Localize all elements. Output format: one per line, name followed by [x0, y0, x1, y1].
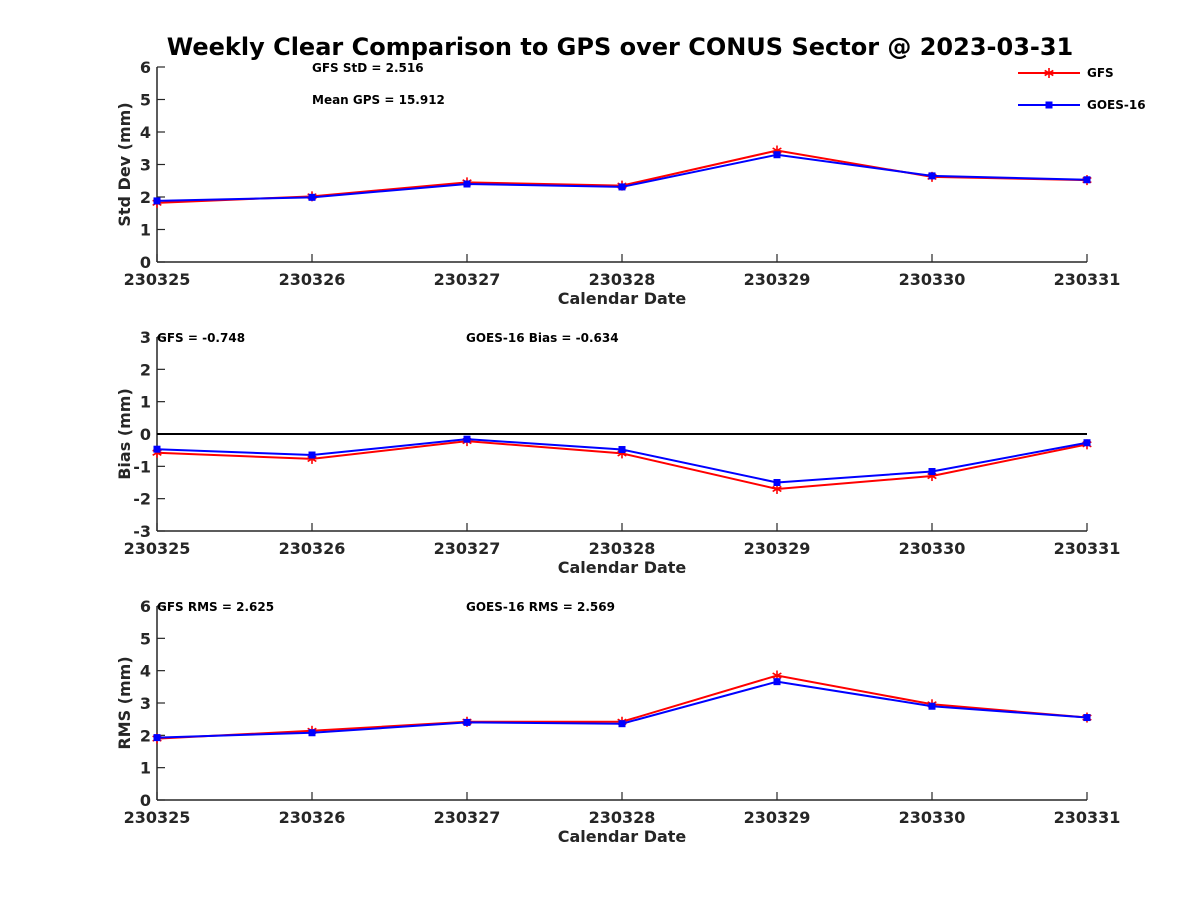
y-tick-label: -2	[133, 490, 151, 509]
legend-marker	[1045, 101, 1053, 109]
x-tick-label: 230326	[279, 539, 346, 558]
x-axis-label: Calendar Date	[558, 558, 687, 577]
data-point-goes-16	[153, 197, 161, 205]
y-tick-label: 3	[140, 156, 151, 175]
y-tick-label: 3	[140, 694, 151, 713]
x-tick-label: 230331	[1054, 270, 1121, 289]
y-tick-label: 0	[140, 425, 151, 444]
y-tick-label: 2	[140, 360, 151, 379]
data-point-goes-16	[773, 151, 781, 159]
data-point-goes-16	[618, 446, 626, 454]
x-tick-label: 230328	[589, 270, 656, 289]
y-tick-label: 1	[140, 759, 151, 778]
x-tick-label: 230329	[744, 808, 811, 827]
data-point-goes-16	[928, 702, 936, 710]
data-point-goes-16	[618, 183, 626, 191]
y-tick-label: 1	[140, 221, 151, 240]
stat-annotation: GFS = -0.748	[157, 331, 245, 345]
data-point-goes-16	[1083, 176, 1091, 184]
y-axis-label: RMS (mm)	[115, 656, 134, 749]
x-tick-label: 230331	[1054, 808, 1121, 827]
x-tick-label: 230327	[434, 808, 501, 827]
x-tick-label: 230326	[279, 270, 346, 289]
data-point-goes-16	[153, 445, 161, 453]
data-point-goes-16	[1083, 439, 1091, 447]
x-tick-label: 230329	[744, 270, 811, 289]
panel-1: 0 1 2 3 4 5 6 230325 230326 230327 230328 230329 230…	[115, 58, 1120, 308]
y-tick-label: 0	[140, 253, 151, 272]
x-tick-label: 230327	[434, 539, 501, 558]
asterisk-stroke	[772, 672, 782, 679]
x-tick-label: 230330	[899, 270, 966, 289]
x-tick-label: 230325	[124, 808, 191, 827]
y-axis-label: Bias (mm)	[115, 388, 134, 480]
y-tick-label: 0	[140, 791, 151, 810]
y-tick-label: 6	[140, 597, 151, 616]
data-point-goes-16	[153, 734, 161, 742]
data-point-goes-16	[618, 720, 626, 728]
stat-annotation: GOES-16 RMS = 2.569	[466, 600, 615, 614]
data-point-goes-16	[308, 451, 316, 459]
x-tick-label: 230325	[124, 539, 191, 558]
y-tick-label: -1	[133, 457, 151, 476]
legend-marker	[1044, 69, 1054, 77]
x-tick-label: 230330	[899, 539, 966, 558]
y-tick-label: 5	[140, 91, 151, 110]
y-tick-label: -3	[133, 522, 151, 541]
data-point-goes-16	[308, 729, 316, 737]
data-point-goes-16	[1083, 714, 1091, 722]
stat-annotation: Mean GPS = 15.912	[312, 93, 445, 107]
series-line-goes-16	[156, 680, 1088, 739]
asterisk-stroke	[772, 485, 782, 493]
y-tick-label: 4	[140, 123, 151, 142]
data-point-goes-16	[773, 479, 781, 486]
panel-2: -3 -2 -1 0 1 2 3 230325 230326 230327 230328 230329…	[115, 328, 1120, 577]
y-axis-label: Std Dev (mm)	[115, 102, 134, 226]
chart-legend: GFS GOES-16	[1018, 66, 1146, 112]
chart-title: Weekly Clear Comparison to GPS over CONU…	[167, 33, 1074, 61]
y-tick-label: 2	[140, 726, 151, 745]
data-point-goes-16	[463, 180, 471, 188]
x-tick-label: 230330	[899, 808, 966, 827]
legend-label: GFS	[1087, 66, 1114, 80]
data-point-goes-16	[463, 718, 471, 726]
y-tick-label: 6	[140, 58, 151, 77]
x-tick-label: 230328	[589, 539, 656, 558]
data-point-goes-16	[773, 678, 781, 686]
y-tick-label: 3	[140, 328, 151, 347]
x-tick-label: 230329	[744, 539, 811, 558]
x-tick-label: 230327	[434, 270, 501, 289]
data-point-goes-16	[928, 468, 936, 476]
x-axis-label: Calendar Date	[558, 827, 687, 846]
stat-annotation: GOES-16 Bias = -0.634	[466, 331, 619, 345]
stat-annotation: GFS StD = 2.516	[312, 61, 424, 75]
x-tick-label: 230325	[124, 270, 191, 289]
data-point-goes-16	[308, 193, 316, 201]
x-axis-label: Calendar Date	[558, 289, 687, 308]
y-tick-label: 5	[140, 629, 151, 648]
legend-label: GOES-16	[1087, 98, 1146, 112]
y-tick-label: 4	[140, 662, 151, 681]
legend-item-goes-16: GOES-16	[1018, 98, 1146, 112]
panel-3: 0 1 2 3 4 5 6 230325 230326 230327 230328 230329 230…	[115, 597, 1120, 846]
x-tick-label: 230326	[279, 808, 346, 827]
legend-item-gfs: GFS	[1018, 66, 1114, 80]
y-tick-label: 1	[140, 393, 151, 412]
x-tick-label: 230328	[589, 808, 656, 827]
stat-annotation: GFS RMS = 2.625	[157, 600, 274, 614]
series-line-goes-16	[156, 438, 1088, 484]
x-tick-label: 230331	[1054, 539, 1121, 558]
data-point-goes-16	[928, 172, 936, 180]
data-point-goes-16	[463, 435, 471, 443]
y-tick-label: 2	[140, 188, 151, 207]
